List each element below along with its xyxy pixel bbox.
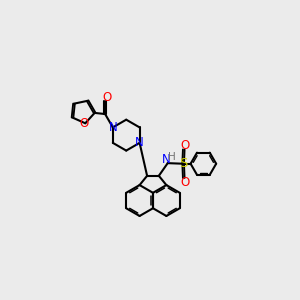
Text: O: O <box>80 117 89 130</box>
Text: S: S <box>179 157 188 170</box>
Text: O: O <box>180 176 189 189</box>
Text: O: O <box>102 91 111 103</box>
Text: O: O <box>180 139 189 152</box>
Text: N: N <box>109 121 117 134</box>
Text: H: H <box>168 152 176 162</box>
Text: N: N <box>135 136 144 149</box>
Text: N: N <box>162 153 171 166</box>
